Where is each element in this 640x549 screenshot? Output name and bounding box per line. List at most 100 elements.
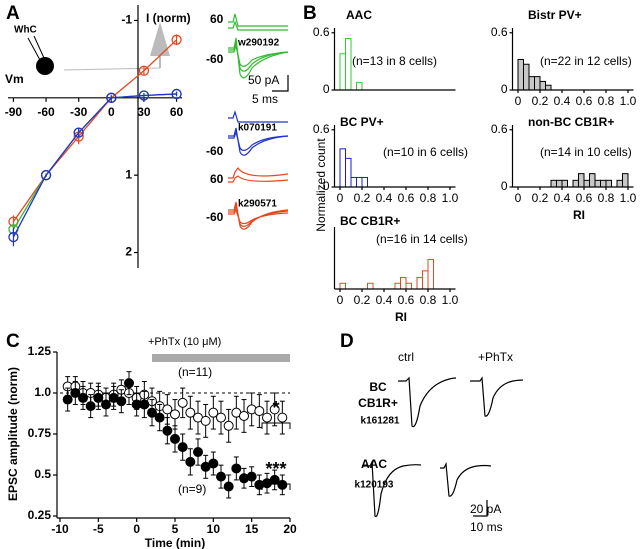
histogram-bar xyxy=(405,282,412,290)
voltage-label: -60 xyxy=(206,144,224,158)
voltage-label: 60 xyxy=(210,12,224,26)
data-point xyxy=(162,425,173,436)
epsc-traces xyxy=(362,376,524,518)
histogram-bar xyxy=(345,157,352,188)
x-tick-label: 0.8 xyxy=(598,191,615,205)
cell-type: CB1R+ xyxy=(358,396,398,410)
panel-label: A xyxy=(6,3,20,24)
panel-label: B xyxy=(303,3,317,24)
histogram-bar xyxy=(339,282,346,290)
y-tick-label: 0 xyxy=(323,82,330,96)
treatment-label: +PhTx (10 μM) xyxy=(148,336,221,348)
data-point xyxy=(208,407,219,418)
chart-title: non-BC CB1R+ xyxy=(528,115,614,129)
voltage-label: -60 xyxy=(206,52,224,66)
y-tick-label: 0.75 xyxy=(28,426,52,440)
x-tick-label: 0.6 xyxy=(398,191,415,205)
histogram-bar xyxy=(523,63,530,91)
x-tick-label: 0.4 xyxy=(376,293,393,307)
x-tick-label: 0 xyxy=(515,191,522,205)
significance: * xyxy=(272,398,279,418)
data-point xyxy=(139,399,150,410)
data-point xyxy=(277,479,288,490)
cell-id: w290192 xyxy=(237,38,280,49)
x-tick-label: 0 xyxy=(515,94,522,108)
y-axis-label: Normalized count xyxy=(314,138,328,232)
x-tick-label: 1.0 xyxy=(442,293,459,307)
data-point xyxy=(171,34,182,45)
chart-title: AAC xyxy=(346,8,372,22)
y-tick-label: 0.25 xyxy=(28,508,52,522)
data-point xyxy=(124,378,134,389)
x-tick-label: 1.0 xyxy=(620,94,637,108)
x-tick-label: 0.8 xyxy=(420,293,437,307)
x-tick-label: -90 xyxy=(5,105,23,119)
histogram-bar xyxy=(605,179,612,188)
y-tick-label: 2 xyxy=(125,245,132,259)
panel-label: C xyxy=(6,331,20,352)
x-tick-label: 0.6 xyxy=(576,191,593,205)
data-point xyxy=(62,394,73,405)
y-tick-label: 0 xyxy=(501,82,508,96)
y-tick-label: 1 xyxy=(125,167,132,181)
data-point xyxy=(185,456,196,467)
x-tick-label: 0 xyxy=(133,522,140,536)
y-tick-label: 0 xyxy=(501,179,508,193)
data-point xyxy=(193,447,203,458)
histogram-bar xyxy=(572,179,579,188)
histogram-bar xyxy=(416,277,423,290)
data-point xyxy=(162,404,173,415)
annotation: (n=16 in 14 cells) xyxy=(376,232,468,246)
data-point xyxy=(170,433,180,444)
x-tick-label: 0.2 xyxy=(532,191,549,205)
x-tick-label: 0.8 xyxy=(420,191,437,205)
data-point xyxy=(216,471,226,482)
data-point xyxy=(262,412,272,423)
histogram-bar xyxy=(339,53,346,91)
x-tick-label: 10 xyxy=(207,522,221,536)
cell-type: AAC xyxy=(361,457,387,471)
data-point xyxy=(246,471,257,482)
histogram-bar xyxy=(539,80,546,91)
data-point xyxy=(223,481,234,492)
x-axis-label: RI xyxy=(573,208,585,222)
y-tick-label: 0.6 xyxy=(491,25,508,39)
scale-label: 20 pA xyxy=(470,502,501,516)
x-tick-label: 0.2 xyxy=(532,94,549,108)
cell-type: BC xyxy=(369,380,387,394)
data-point xyxy=(185,407,196,418)
scale-label: 50 pA xyxy=(248,73,279,87)
data-point xyxy=(154,412,165,423)
data-point xyxy=(106,92,117,103)
annotation: (n=11) xyxy=(178,365,212,379)
histogram-bar xyxy=(345,37,352,91)
annotation: (n=14 in 10 cells) xyxy=(540,145,632,159)
x-tick-label: 0 xyxy=(337,191,344,205)
cell-id: k120193 xyxy=(355,480,394,491)
y-axis-label: I (norm) xyxy=(146,11,191,25)
annotation: (n=13 in 8 cells) xyxy=(352,54,437,68)
histogram-bar xyxy=(556,179,563,188)
x-axis-label: Vm xyxy=(5,72,24,86)
histogram-bar xyxy=(356,176,363,188)
data-point xyxy=(138,90,150,101)
data-point xyxy=(177,442,188,453)
histogram-bar xyxy=(517,58,524,91)
scale-label: 10 ms xyxy=(470,520,503,534)
histogram-bar xyxy=(545,84,552,91)
y-tick-label: 1.25 xyxy=(28,344,52,358)
data-point xyxy=(216,412,226,423)
data-point xyxy=(8,231,19,243)
significance: *** xyxy=(265,459,286,479)
annotation: (n=10 in 6 cells) xyxy=(383,145,468,159)
y-tick-label: -1 xyxy=(121,13,132,27)
data-point xyxy=(254,406,265,417)
bracket xyxy=(261,422,291,429)
x-tick-label: 15 xyxy=(245,522,259,536)
data-point xyxy=(40,170,52,181)
x-tick-label: 0.8 xyxy=(598,94,615,108)
inset-traces xyxy=(228,13,289,230)
histogram-bar xyxy=(361,176,368,188)
histogram-bar xyxy=(422,270,429,290)
cell-id: k161281 xyxy=(361,416,400,427)
